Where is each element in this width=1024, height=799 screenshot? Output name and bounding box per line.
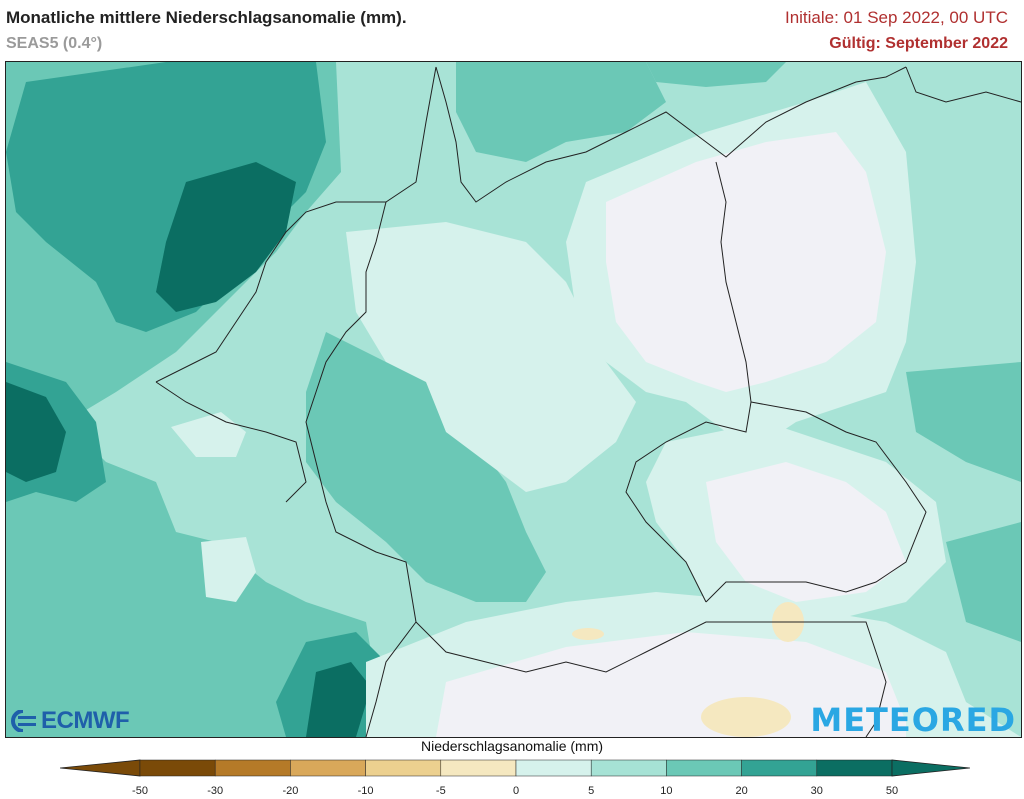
colorbar-tick-label: 30 xyxy=(810,785,823,797)
meteored-logo: METEORED xyxy=(810,701,1016,739)
map-title: Monatliche mittlere Niederschlagsanomali… xyxy=(6,8,407,27)
border-belgium-france xyxy=(155,381,307,503)
anomaly-0-poland xyxy=(606,132,886,392)
colorbar-max-extension xyxy=(891,759,970,777)
map-canvas xyxy=(6,62,1021,737)
colorbar-segment xyxy=(590,759,667,777)
anomaly-20-north xyxy=(456,62,666,162)
colorbar-segment xyxy=(139,759,216,777)
colorbar-tick-label: -5 xyxy=(435,785,446,797)
coastline xyxy=(155,66,907,383)
border-germany-east xyxy=(625,161,752,603)
anomaly-30-northsea xyxy=(6,62,326,332)
border-czech xyxy=(705,401,927,603)
colorbar-segment xyxy=(440,759,517,777)
colorbar-tick-label: 0 xyxy=(512,785,520,797)
colorbar-tick-label: -50 xyxy=(132,785,148,797)
colorbar xyxy=(60,759,970,777)
colorbar-segment xyxy=(515,759,592,777)
anomaly-0-czech xyxy=(706,462,906,602)
anomaly-5-germany xyxy=(346,222,636,492)
anomaly-20-southwest xyxy=(6,422,376,737)
anomaly-50-alps-west xyxy=(306,662,371,737)
colorbar-tick-label: 20 xyxy=(735,785,748,797)
colorbar-tick-label: 50 xyxy=(885,785,899,797)
anomaly-50-channel xyxy=(6,382,66,482)
anomaly-5-france xyxy=(201,537,256,602)
valid-time: Gültig: September 2022 xyxy=(829,35,1008,52)
anomaly-50-northsea xyxy=(156,162,296,312)
border-poland-east xyxy=(905,66,1021,103)
colorbar-segment xyxy=(816,759,893,777)
colorbar-title: Niederschlagsanomalie (mm) xyxy=(420,738,604,754)
anomaly-minus5-slovenia xyxy=(701,697,791,737)
colorbar-segment xyxy=(214,759,291,777)
colorbar-tick-label: -10 xyxy=(357,785,374,797)
anomaly-20-center xyxy=(306,332,546,602)
anomaly-minus5-bavaria xyxy=(572,628,604,640)
initial-time: Initiale: 01 Sep 2022, 00 UTC xyxy=(784,8,1008,27)
model-label: SEAS5 (0.4°) xyxy=(6,35,103,52)
border-germany-west xyxy=(305,201,417,623)
ecmwf-logo-text: ECMWF xyxy=(41,707,130,734)
anomaly-20-southeast xyxy=(946,522,1021,642)
colorbar-min-extension xyxy=(60,759,141,777)
anomaly-5-belgium xyxy=(171,412,246,457)
colorbar-segment xyxy=(666,759,742,777)
ecmwf-logo: ECMWF xyxy=(8,706,130,736)
anomaly-20-northeast xyxy=(646,62,786,87)
border-alps xyxy=(365,621,887,737)
colorbar-segment xyxy=(741,759,818,777)
anomaly-20-east xyxy=(906,362,1021,482)
precipitation-anomaly-map[interactable] xyxy=(5,61,1022,738)
colorbar-segment xyxy=(365,759,442,777)
colorbar-tick-label: 5 xyxy=(588,785,595,797)
colorbar-tick-label: -20 xyxy=(282,785,299,797)
ecmwf-emblem-icon xyxy=(11,710,36,732)
colorbar-segment xyxy=(290,759,366,777)
colorbar-tick-label: 10 xyxy=(660,785,673,797)
colorbar-tick-label: -30 xyxy=(207,785,224,797)
